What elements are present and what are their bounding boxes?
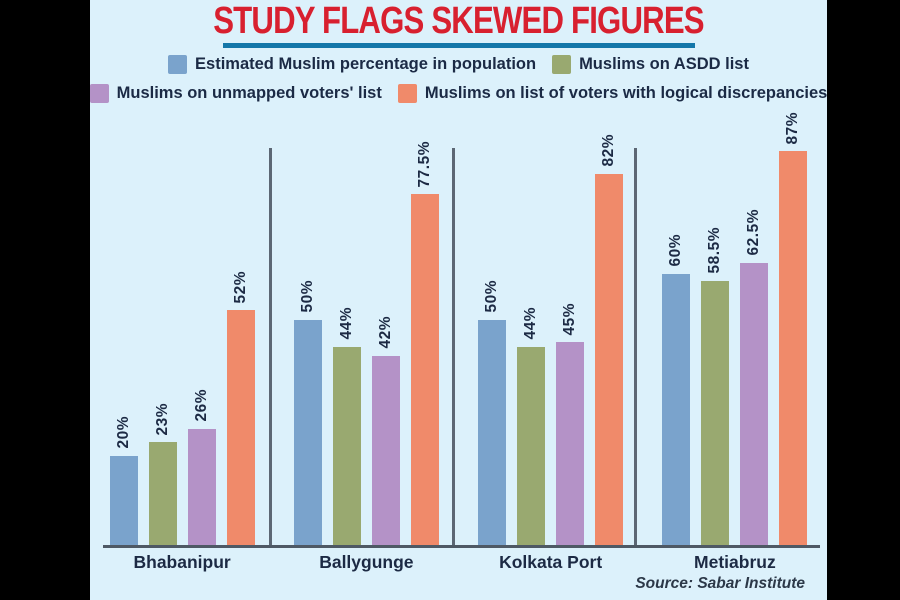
bar (595, 173, 624, 547)
bar (293, 319, 322, 547)
group-divider-3 (634, 148, 637, 548)
legend-swatch-asdd-icon (552, 55, 572, 74)
legend-label-population: Estimated Muslim percentage in populatio… (195, 55, 537, 73)
bar-value-label: 44% (522, 307, 540, 340)
legend-row-2: Muslims on unmapped voters' list Muslims… (89, 84, 828, 103)
bar-value-label: 20% (114, 416, 132, 449)
bar-wrap: 50% (478, 92, 507, 547)
bar-group-metiabruz: 60% 58.5% 62.5% 87% (643, 92, 827, 547)
title-underline (222, 43, 695, 48)
category-label-bhabanipur: Bhabanipur (133, 552, 231, 572)
category-label-ballygunge: Ballygunge (319, 552, 414, 572)
legend-label-discrepancies: Muslims on list of voters with logical d… (424, 84, 828, 102)
bar (332, 346, 361, 547)
bar-value-label: 50% (298, 279, 316, 313)
bar-wrap: 62.5% (740, 92, 769, 547)
legend-item-discrepancies: Muslims on list of voters with logical d… (397, 84, 828, 103)
bar-value-label: 45% (561, 302, 579, 336)
bar-value-label: 26% (192, 389, 210, 422)
bar-group-bhabanipur: 20% 23% 26% 52% (90, 92, 274, 547)
bar-wrap: 60% (662, 92, 691, 547)
bar-wrap: 58.5% (701, 92, 730, 547)
category-axis: Bhabanipur Ballygunge Kolkata Port Metia… (90, 552, 827, 573)
bar (701, 280, 730, 547)
bar (410, 194, 439, 547)
legend-swatch-population-icon (168, 55, 188, 74)
bar (662, 274, 691, 547)
bar-wrap: 45% (556, 92, 585, 547)
bar (779, 151, 808, 547)
category-label-metiabruz: Metiabruz (694, 552, 776, 572)
bar-value-label: 77.5% (415, 140, 433, 188)
bar-value-label: 87% (784, 111, 802, 145)
bar-wrap: 42% (371, 92, 400, 547)
bar-wrap: 50% (293, 92, 322, 547)
bar-wrap: 23% (148, 92, 177, 547)
bar-wrap: 26% (187, 92, 216, 547)
bar-wrap: 82% (595, 92, 624, 547)
bar-value-label: 52% (231, 270, 249, 304)
bar-wrap: 20% (109, 92, 138, 547)
source-credit: Source: Sabar Institute (635, 575, 805, 592)
legend-label-unmapped: Muslims on unmapped voters' list (116, 84, 382, 102)
legend-row-1: Estimated Muslim percentage in populatio… (90, 55, 827, 74)
bar-value-label: 44% (337, 307, 355, 340)
bar-value-label: 58.5% (706, 227, 724, 274)
legend-item-unmapped: Muslims on unmapped voters' list (89, 84, 382, 103)
group-divider-2 (452, 148, 455, 548)
category-label-kolkata-port: Kolkata Port (499, 552, 603, 572)
bar-wrap: 87% (779, 92, 808, 547)
legend-label-asdd: Muslims on ASDD list (579, 55, 749, 73)
bar-group-ballygunge: 50% 44% 42% 77.5% (274, 92, 458, 547)
legend-item-population: Estimated Muslim percentage in populatio… (168, 55, 536, 74)
bar-wrap: 77.5% (410, 92, 439, 547)
legend-item-asdd: Muslims on ASDD list (552, 55, 749, 74)
bar-wrap: 44% (332, 92, 361, 547)
bar-value-label: 62.5% (745, 209, 763, 256)
bar-value-label: 42% (376, 316, 394, 349)
bar (148, 442, 177, 547)
x-axis-line (103, 545, 820, 548)
bar-group-kolkata-port: 50% 44% 45% 82% (459, 92, 643, 547)
legend-swatch-discrepancies-icon (397, 84, 417, 103)
legend-swatch-unmapped-icon (89, 84, 109, 103)
bar-value-label: 23% (153, 402, 171, 436)
bar (556, 342, 585, 547)
bar (517, 346, 546, 547)
bar (740, 262, 769, 547)
group-divider-1 (269, 148, 272, 548)
bar (226, 310, 255, 547)
bar-value-label: 50% (483, 279, 501, 313)
bar-wrap: 52% (226, 92, 255, 547)
bar-value-label: 82% (600, 134, 618, 167)
bar-wrap: 44% (517, 92, 546, 547)
chart-title: STUDY FLAGS SKEWED FIGURES (213, 0, 704, 42)
bar (187, 428, 216, 547)
bar-chart: 20% 23% 26% 52% 50% 44% 42% 77.5% 50% 44% 45% 82% 60… (90, 92, 827, 547)
bar-value-label: 60% (667, 234, 685, 267)
infographic-panel: STUDY FLAGS SKEWED FIGURES Estimated Mus… (89, 0, 828, 600)
legend: Estimated Muslim percentage in populatio… (89, 55, 828, 103)
bar (371, 355, 400, 547)
bar (109, 456, 138, 547)
bar (478, 319, 507, 547)
